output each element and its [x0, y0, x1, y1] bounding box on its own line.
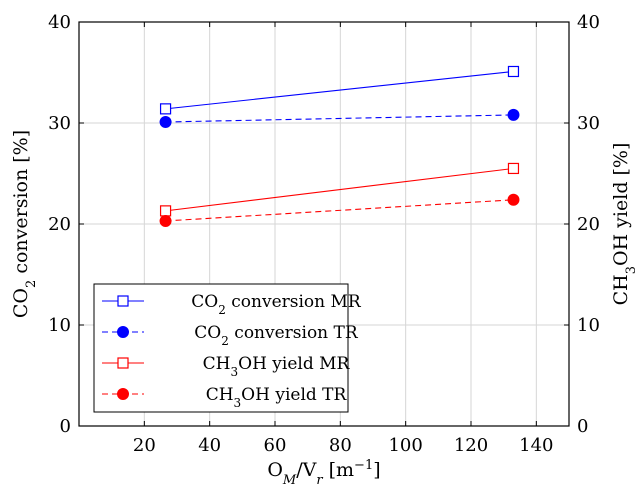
y-left-tick-label: 0 — [60, 416, 71, 437]
y-right-tick-label: 30 — [577, 113, 600, 134]
data-point — [159, 115, 172, 128]
series-2 — [159, 162, 520, 217]
data-point — [507, 65, 520, 78]
legend-marker — [117, 326, 129, 338]
series-line — [165, 199, 514, 222]
data-point — [159, 205, 172, 217]
x-tick-label: 140 — [519, 435, 553, 456]
data-point — [159, 103, 172, 115]
y-left-tick-label: 10 — [48, 315, 71, 336]
series-line — [165, 167, 514, 212]
y-right-tick-label: 40 — [577, 12, 600, 33]
x-tick-label: 100 — [388, 435, 422, 456]
y-right-tick-label: 20 — [577, 214, 600, 235]
x-tick-label: 20 — [133, 435, 156, 456]
grid — [79, 22, 569, 426]
series-group — [159, 65, 520, 227]
y-left-axis-label: CO2 conversion [%] — [10, 130, 39, 318]
data-point — [507, 108, 520, 121]
legend-marker — [117, 357, 129, 369]
x-ticks: 20 40 60 80 100 120 140 — [133, 22, 554, 456]
x-tick-label: 120 — [454, 435, 488, 456]
data-point — [159, 214, 172, 227]
data-point — [507, 162, 520, 175]
y-left-tick-label: 20 — [48, 214, 71, 235]
y-right-ticks: 0 10 20 30 40 — [564, 12, 600, 437]
y-right-tick-label: 0 — [577, 416, 588, 437]
x-tick-label: 60 — [264, 435, 287, 456]
x-axis-label: OM/Vr [m−1] — [267, 458, 380, 488]
y-right-axis-label: CH3OH yield [%] — [610, 143, 638, 306]
y-left-tick-label: 30 — [48, 113, 71, 134]
series-0 — [159, 65, 520, 115]
y-left-tick-label: 40 — [48, 12, 71, 33]
x-tick-label: 40 — [198, 435, 221, 456]
data-point — [507, 193, 520, 206]
x-tick-label: 80 — [329, 435, 352, 456]
y-left-ticks: 0 10 20 30 40 — [48, 12, 84, 437]
series-1 — [159, 108, 520, 128]
series-line — [165, 70, 514, 110]
legend-marker — [117, 295, 129, 307]
y-right-tick-label: 10 — [577, 315, 600, 336]
legend-marker — [117, 388, 129, 400]
series-3 — [159, 193, 520, 227]
legend-box — [93, 283, 349, 413]
series-line — [165, 114, 514, 123]
